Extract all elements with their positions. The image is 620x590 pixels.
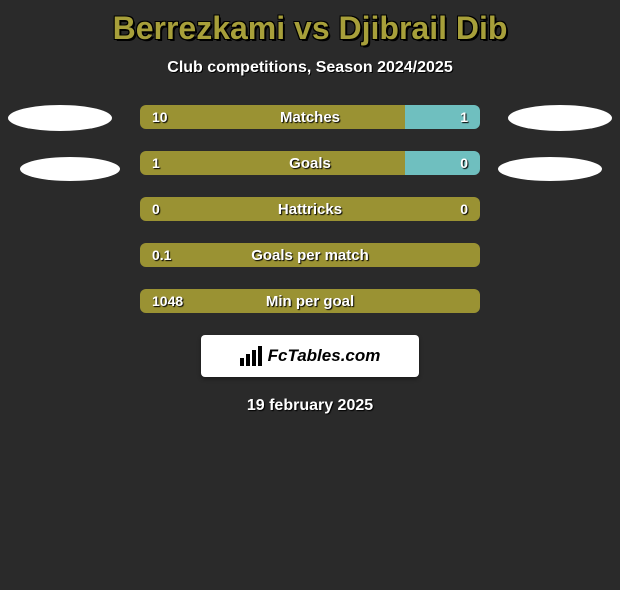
source-badge-text: FcTables.com xyxy=(268,346,381,366)
decorative-ellipse xyxy=(8,105,112,131)
decorative-ellipse xyxy=(20,157,120,181)
value-left: 10 xyxy=(152,105,168,129)
source-badge[interactable]: FcTables.com xyxy=(201,335,419,377)
stat-row: Goals1 0 xyxy=(140,151,480,175)
value-left: 1 xyxy=(152,151,160,175)
comparison-stage: Matches101Goals10Hattricks00Goals per ma… xyxy=(0,105,620,313)
stat-label: Hattricks xyxy=(140,197,480,221)
value-right: 0 xyxy=(460,151,468,175)
bars-icon xyxy=(240,346,262,366)
date-label: 19 february 2025 xyxy=(0,397,620,415)
stat-label: Min per goal xyxy=(140,289,480,313)
stat-row: Matches10 1 xyxy=(140,105,480,129)
page-title: Berrezkami vs Djibrail Dib xyxy=(0,10,620,47)
stat-row: Goals per match0.1 xyxy=(140,243,480,267)
decorative-ellipse xyxy=(508,105,612,131)
stat-label: Goals per match xyxy=(140,243,480,267)
value-right: 0 xyxy=(460,197,468,221)
stat-label: Goals xyxy=(140,151,480,175)
page-subtitle: Club competitions, Season 2024/2025 xyxy=(0,59,620,77)
stat-row: Min per goal1048 xyxy=(140,289,480,313)
stat-rows: Matches101Goals10Hattricks00Goals per ma… xyxy=(140,105,480,313)
value-left: 0 xyxy=(152,197,160,221)
stat-row: Hattricks0 0 xyxy=(140,197,480,221)
decorative-ellipse xyxy=(498,157,602,181)
value-left: 1048 xyxy=(152,289,183,313)
value-left: 0.1 xyxy=(152,243,171,267)
stat-label: Matches xyxy=(140,105,480,129)
value-right: 1 xyxy=(460,105,468,129)
